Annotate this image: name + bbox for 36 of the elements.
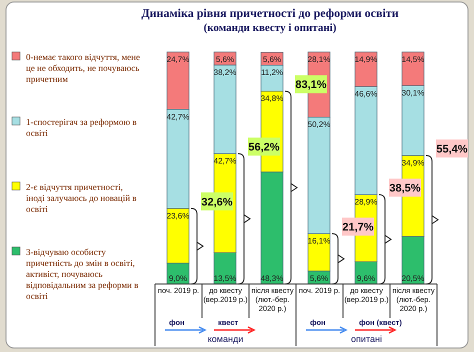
- legend-label: 1-спостерігач за реформою в освіті: [26, 117, 137, 138]
- data-label: 20,5%: [402, 274, 424, 283]
- legend-label: 2-є відчуття причетності, іноді залучаюсь до новацій в освіті: [26, 182, 137, 214]
- annotation: 32,6%: [201, 196, 233, 208]
- data-label: 16,1%: [308, 236, 330, 246]
- annotation: 21,7%: [342, 222, 374, 234]
- legend-label: 0-немає такого відчуття, мене це не обходить, не почуваюсь причетним: [26, 52, 140, 84]
- data-label: 34,9%: [402, 158, 424, 168]
- data-label: 9,6%: [356, 274, 376, 283]
- data-label: 38,2%: [214, 68, 236, 77]
- chart-title: Динаміка рівня причетності до реформи освіти: [141, 6, 399, 20]
- data-label: 23,6%: [166, 211, 190, 220]
- data-label: 5,6%: [310, 274, 328, 283]
- data-label: 14,9%: [354, 55, 378, 64]
- data-label: 34,8%: [260, 94, 284, 104]
- data-label: 24,7%: [166, 55, 190, 64]
- data-label: 14,5%: [402, 55, 424, 64]
- text: опитані: [351, 334, 382, 344]
- data-label: 50,2%: [308, 120, 330, 130]
- data-label: 28,1%: [308, 55, 330, 64]
- data-label: 9,0%: [168, 274, 188, 283]
- data-label: 5,6%: [262, 55, 282, 64]
- annotation: 55,4%: [436, 143, 468, 156]
- data-label: 46,6%: [354, 90, 378, 99]
- data-label: 28,9%: [354, 198, 378, 207]
- data-label: 5,6%: [216, 55, 234, 64]
- data-label: 42,7%: [166, 112, 190, 122]
- data-label: 11,2%: [260, 68, 284, 78]
- data-label: 30,1%: [402, 88, 424, 98]
- chart-subtitle: (команди квесту і опитані): [204, 22, 337, 34]
- annotation: 56,2%: [248, 142, 280, 154]
- legend-label: 3-відчуваю особисту причетність до змін в освіті, активіст, почуваюсь відповідальним за реформи в освіті: [26, 247, 138, 301]
- annotation: 83,1%: [295, 79, 327, 92]
- data-label: 13,5%: [214, 274, 236, 283]
- annotation: 38,5%: [389, 182, 421, 195]
- text: команди: [208, 334, 244, 344]
